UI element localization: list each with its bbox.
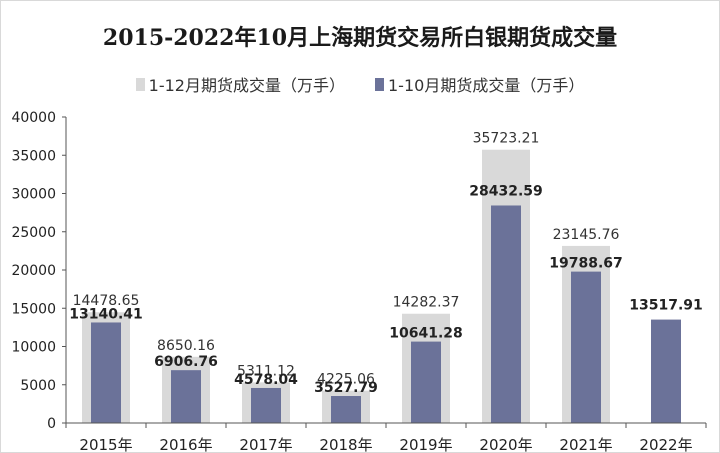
data-label-jan-oct: 28432.59 bbox=[469, 183, 543, 199]
bar-jan-oct bbox=[411, 341, 441, 423]
bar-jan-oct bbox=[571, 271, 601, 423]
data-label-full-year: 4225.06 bbox=[317, 372, 375, 388]
x-tick-label: 2016年 bbox=[159, 436, 212, 453]
legend-item-jan-oct: 1-10月期货成交量（万手） bbox=[375, 72, 584, 96]
data-label-jan-oct: 13140.41 bbox=[69, 306, 143, 322]
chart-legend: 1-12月期货成交量（万手） 1-10月期货成交量（万手） bbox=[0, 72, 720, 96]
bar-jan-oct bbox=[251, 387, 281, 423]
data-label-jan-oct: 4578.04 bbox=[234, 372, 298, 388]
data-label-full-year: 14282.37 bbox=[393, 295, 460, 311]
x-tick-label: 2018年 bbox=[319, 436, 372, 453]
bar-jan-oct bbox=[91, 322, 121, 423]
x-tick-label: 2017年 bbox=[239, 436, 292, 453]
data-label-full-year: 35723.21 bbox=[473, 131, 540, 147]
x-tick-label: 2015年 bbox=[79, 436, 132, 453]
data-label-jan-oct: 19788.67 bbox=[549, 256, 623, 272]
y-tick-label: 25000 bbox=[11, 225, 56, 241]
data-label-jan-oct: 3527.79 bbox=[314, 380, 378, 396]
data-label-jan-oct: 6906.76 bbox=[154, 354, 218, 370]
bar-jan-oct bbox=[491, 205, 521, 423]
x-tick-label: 2022年 bbox=[639, 436, 692, 453]
legend-label-full-year: 1-12月期货成交量（万手） bbox=[148, 76, 345, 95]
legend-item-full-year: 1-12月期货成交量（万手） bbox=[135, 72, 345, 96]
bar-jan-oct bbox=[171, 370, 201, 423]
x-tick-label: 2019年 bbox=[399, 436, 452, 453]
legend-swatch-full-year bbox=[135, 77, 145, 91]
y-tick-label: 10000 bbox=[11, 340, 56, 356]
x-tick-label: 2020年 bbox=[479, 436, 532, 453]
y-tick-label: 35000 bbox=[11, 148, 56, 164]
data-label-full-year: 5311.12 bbox=[237, 363, 295, 379]
y-tick-label: 40000 bbox=[11, 110, 56, 126]
y-tick-label: 30000 bbox=[11, 187, 56, 203]
bar-jan-oct bbox=[651, 319, 681, 423]
chart-title: 2015-2022年10月上海期货交易所白银期货成交量 bbox=[102, 25, 618, 51]
data-label-jan-oct: 13517.91 bbox=[629, 298, 703, 314]
y-tick-label: 5000 bbox=[20, 378, 56, 394]
data-label-full-year: 14478.65 bbox=[73, 293, 140, 309]
y-tick-label: 20000 bbox=[11, 263, 56, 279]
data-label-full-year: 23145.76 bbox=[553, 227, 620, 243]
x-tick-label: 2021年 bbox=[559, 436, 612, 453]
bar-jan-oct bbox=[331, 396, 361, 423]
y-tick-label: 15000 bbox=[11, 301, 56, 317]
y-tick-label: 0 bbox=[47, 416, 56, 432]
legend-label-jan-oct: 1-10月期货成交量（万手） bbox=[388, 76, 585, 95]
data-label-full-year: 8650.16 bbox=[157, 338, 215, 354]
legend-swatch-jan-oct bbox=[375, 77, 384, 91]
data-label-jan-oct: 10641.28 bbox=[389, 326, 463, 342]
